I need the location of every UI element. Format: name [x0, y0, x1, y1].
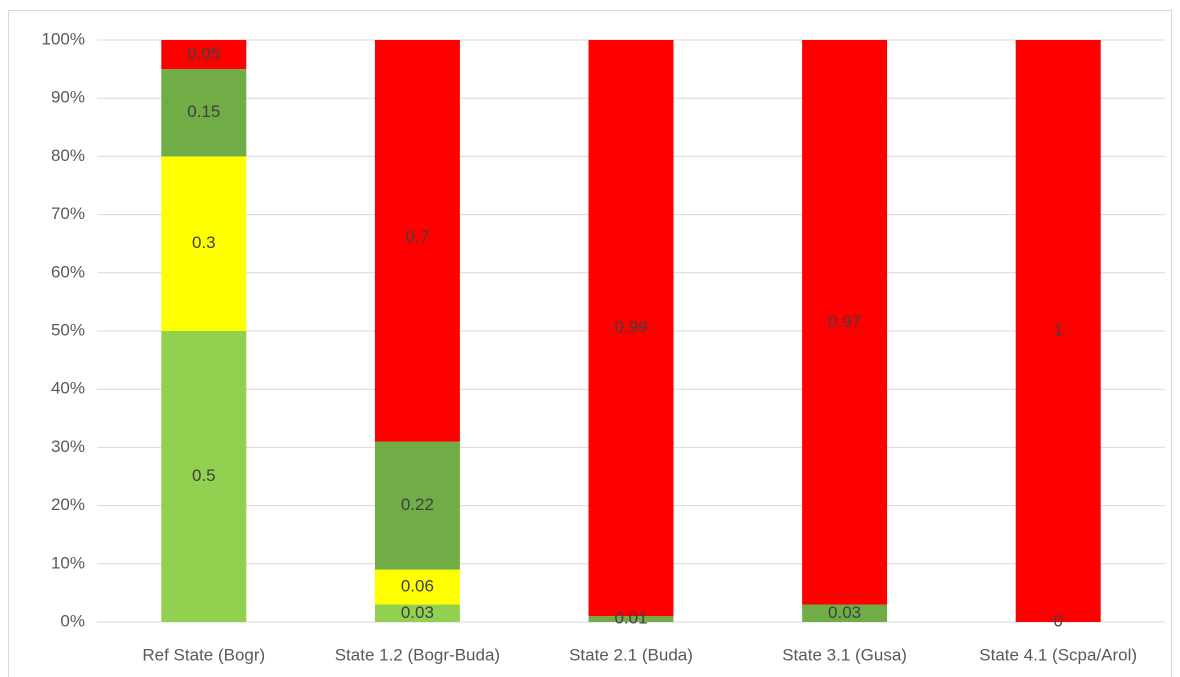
data-label: 0.05 [187, 44, 220, 63]
data-label: 1 [1053, 320, 1062, 339]
y-tick-label: 90% [51, 88, 85, 107]
y-tick-label: 60% [51, 262, 85, 281]
bar-segment [374, 604, 460, 622]
bar-segment [161, 69, 247, 157]
y-tick-label: 70% [51, 204, 85, 223]
y-tick-label: 10% [51, 553, 85, 572]
chart-border [8, 10, 1172, 677]
y-tick-label: 30% [51, 437, 85, 456]
x-tick-label: State 2.1 (Buda) [569, 645, 693, 664]
data-label: 0.06 [401, 577, 434, 596]
bar-segment [588, 616, 674, 622]
data-label: 0.97 [828, 312, 861, 331]
data-label: 0.22 [401, 495, 434, 514]
y-tick-label: 0% [60, 611, 85, 630]
data-label: 0.7 [406, 227, 430, 246]
y-tick-label: 20% [51, 495, 85, 514]
bar-segment [374, 40, 460, 442]
bar-segment [374, 569, 460, 605]
bar-segment [588, 40, 674, 617]
bar-segment [1015, 40, 1101, 622]
y-tick-label: 40% [51, 379, 85, 398]
x-tick-label: State 3.1 (Gusa) [782, 645, 907, 664]
bar-segment [802, 604, 888, 622]
data-label: 0.03 [401, 603, 434, 622]
data-label: 0.3 [192, 233, 216, 252]
data-label: 0.01 [614, 609, 647, 628]
y-tick-label: 80% [51, 146, 85, 165]
data-label: 0.03 [828, 603, 861, 622]
data-label: 0 [1053, 611, 1062, 630]
bar-segment [161, 40, 247, 70]
bar-segment [161, 331, 247, 622]
data-label: 0.5 [192, 466, 216, 485]
data-label: 0.99 [614, 318, 647, 337]
y-tick-label: 50% [51, 320, 85, 339]
y-tick-label: 100% [42, 29, 85, 48]
bar-segment [802, 40, 888, 605]
data-label: 0.15 [187, 102, 220, 121]
bar-segment [161, 156, 247, 331]
x-tick-label: Ref State (Bogr) [142, 645, 265, 664]
x-tick-label: State 4.1 (Scpa/Arol) [979, 645, 1137, 664]
bar-segment [374, 441, 460, 570]
x-tick-label: State 1.2 (Bogr-Buda) [335, 645, 500, 664]
